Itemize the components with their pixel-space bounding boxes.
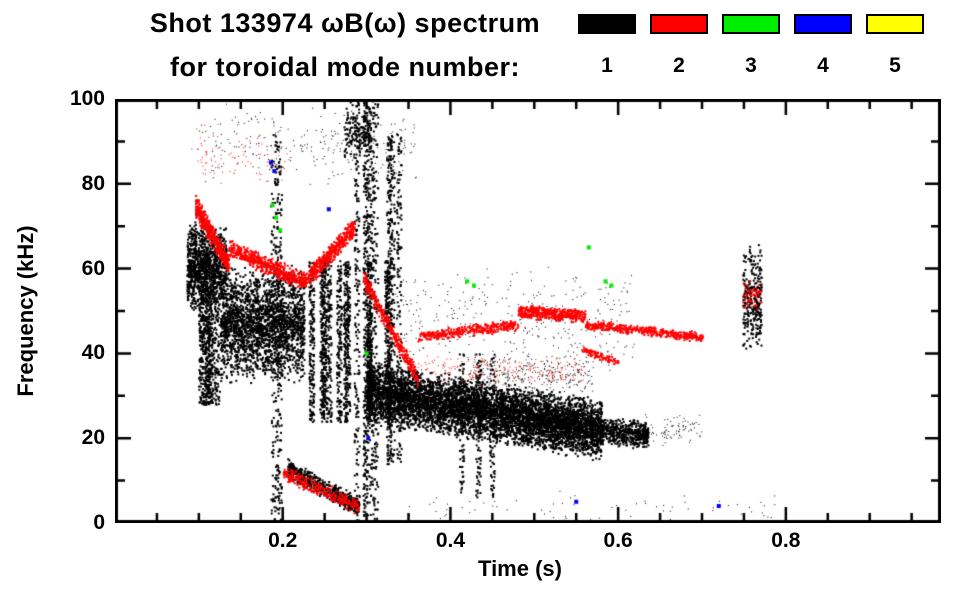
legend-label: 5 <box>889 54 901 77</box>
x-tick-label: 0.6 <box>603 529 633 552</box>
y-axis-label: Frequency (kHz) <box>13 225 38 397</box>
legend-label: 3 <box>745 54 757 77</box>
legend-entry-mode-4: 4 <box>794 14 852 78</box>
legend-label: 4 <box>817 54 829 77</box>
x-tick-label: 0.2 <box>268 529 298 552</box>
legend-swatch-icon <box>866 14 924 34</box>
legend-swatch-icon <box>794 14 852 34</box>
y-tick-label: 80 <box>81 171 105 195</box>
legend-entry-mode-2: 2 <box>650 14 708 78</box>
legend-swatch-icon <box>650 14 708 34</box>
legend-swatch-icon <box>578 14 636 34</box>
y-tick-label: 20 <box>81 426 105 450</box>
spectrogram-canvas <box>115 99 941 523</box>
legend-label: 1 <box>601 54 613 77</box>
x-tick-label: 0.8 <box>771 529 801 552</box>
chart-title: Shot 133974 ωB(ω) spectrum <box>149 8 541 38</box>
legend-entry-mode-5: 5 <box>866 14 924 78</box>
y-tick-label: 100 <box>69 87 105 110</box>
y-tick-label: 0 <box>93 511 105 534</box>
legend-entry-mode-3: 3 <box>722 14 780 78</box>
legend-label: 2 <box>673 54 685 77</box>
legend-entry-mode-1: 1 <box>578 14 636 78</box>
x-axis-label: Time (s) <box>478 556 562 581</box>
plot-area <box>115 99 941 523</box>
chart-subtitle: for toroidal mode number: <box>170 52 520 82</box>
legend-swatch-icon <box>722 14 780 34</box>
legend: 1 2 3 4 5 <box>578 14 924 78</box>
x-tick-label: 0.4 <box>435 529 466 552</box>
y-tick-label: 60 <box>81 256 105 280</box>
y-tick-label: 40 <box>81 341 105 365</box>
